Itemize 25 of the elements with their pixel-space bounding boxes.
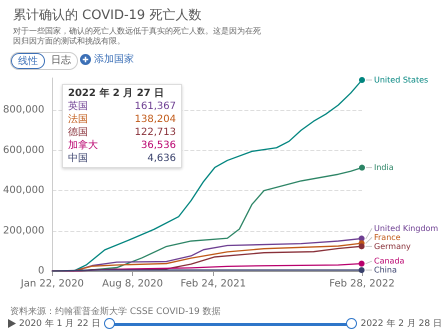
y-tick-label: 600,000 — [2, 144, 44, 156]
series-label: Canada — [374, 256, 405, 266]
tooltip-card: 2022 年 2 月 27 日 英国 161,367 法国 138,204 德国 122,713 加拿大 36,536 中国 4,636 — [62, 84, 182, 168]
x-tick-label: Aug 8, 2020 — [102, 278, 164, 290]
chart-subtitle: 对于一些国家，确认的死亡人数远低于真实的死亡人数。这是因为在死因归因方面的测试和挑战有限。 — [13, 26, 261, 46]
y-tick-label: 200,000 — [2, 225, 44, 236]
series-label: India — [374, 163, 394, 172]
text: 添加国家 — [94, 52, 134, 66]
text: 资料来源：约翰霍普金斯大学 CSSE COVID-19 数据 — [10, 305, 221, 318]
x-tick-label: Feb 24, 2021 — [180, 278, 246, 290]
text: 2020 年 1 月 22 日 — [19, 318, 100, 330]
y-tick-label: 400,000 — [2, 185, 44, 196]
scale-toggle: 线性 日志 — [10, 52, 78, 70]
series-label: China — [374, 266, 397, 275]
annotation: 2022 年 2 月 27 日 — [68, 87, 166, 100]
y-tick-label: 0 — [38, 266, 44, 276]
series-label: United Kingdom — [374, 224, 438, 233]
series-label: France — [374, 232, 401, 242]
text: 2022 年 2 月 28 日 — [360, 318, 442, 330]
series-label: Germany — [374, 242, 412, 251]
x-tick-label: Feb 28, 2022 — [329, 278, 395, 290]
series-label: United States — [374, 76, 428, 85]
chart-title: 累计确认的 COVID-19 死亡人数 — [13, 7, 202, 23]
x-tick-label: Jan 22, 2020 — [20, 278, 84, 290]
y-tick-label: 800,000 — [2, 104, 44, 116]
